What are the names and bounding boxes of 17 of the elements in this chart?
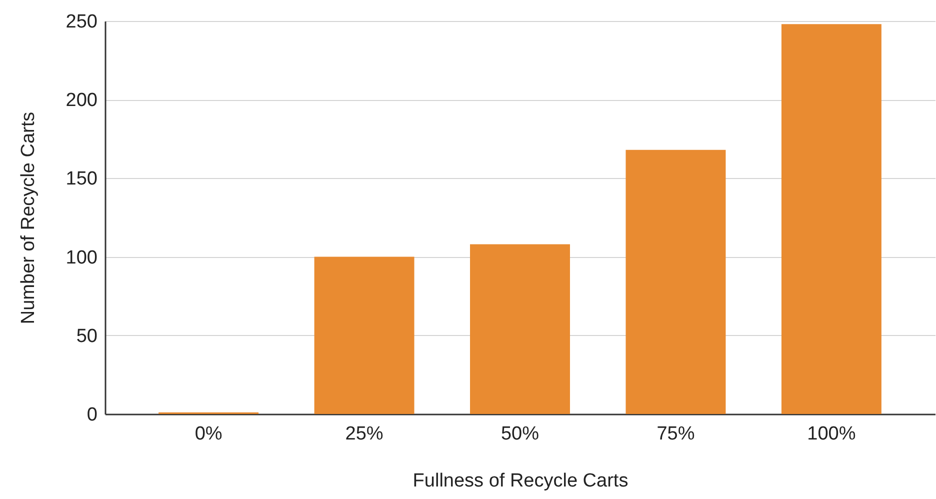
y-tick-label: 50 bbox=[76, 326, 98, 347]
bar bbox=[626, 150, 726, 414]
x-tick-label: 50% bbox=[500, 424, 540, 444]
x-tick-label: 0% bbox=[194, 424, 222, 444]
x-axis-title: Fullness of Recycle Carts bbox=[412, 470, 628, 492]
bar bbox=[470, 244, 570, 414]
y-tick-label: 200 bbox=[66, 90, 98, 112]
y-tick-label: 0 bbox=[86, 404, 98, 426]
x-tick-label: 75% bbox=[656, 424, 695, 444]
y-tick-label: 250 bbox=[66, 12, 98, 32]
bar bbox=[781, 24, 882, 414]
x-tick-label: 100% bbox=[807, 424, 856, 444]
x-tick-label: 25% bbox=[345, 424, 384, 444]
y-tick-label: 150 bbox=[66, 168, 98, 190]
bar bbox=[314, 256, 414, 414]
y-tick-label: 100 bbox=[66, 247, 98, 268]
y-axis-title: Number of Recycle Carts bbox=[18, 112, 39, 324]
